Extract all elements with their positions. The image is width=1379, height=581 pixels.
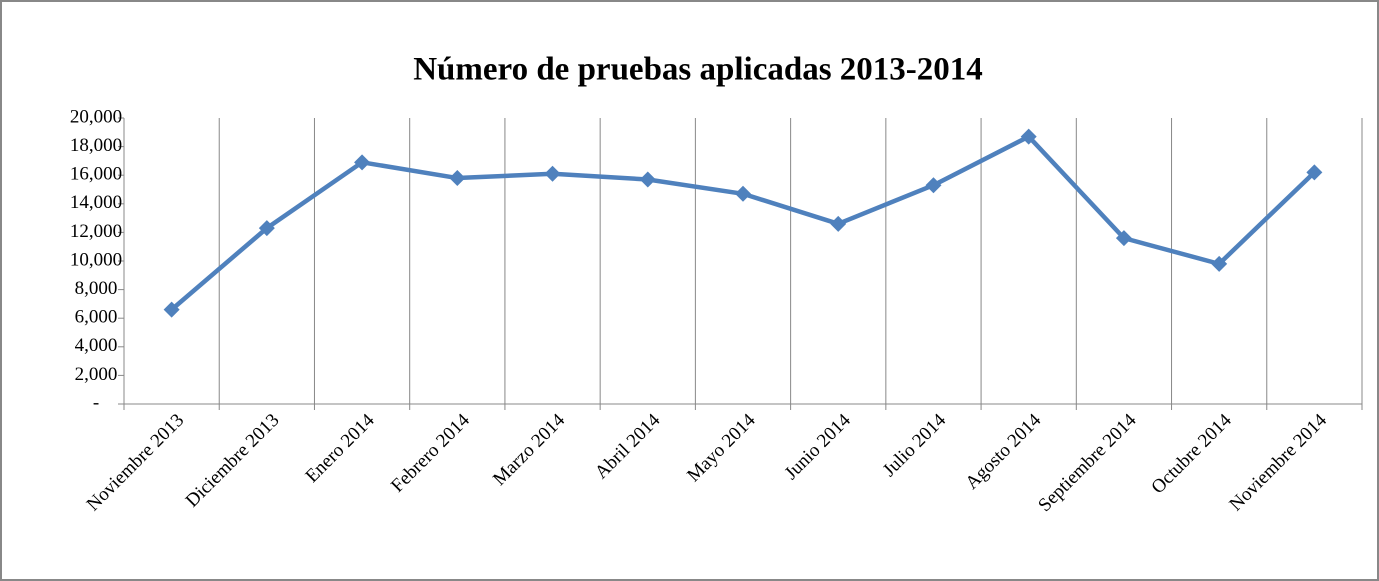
y-tick-label: - [93, 392, 99, 413]
y-tick-label: 2,000 [75, 364, 118, 385]
y-tick-label: 20,000 [70, 106, 122, 127]
y-tick-label: 18,000 [70, 135, 122, 156]
marker [639, 171, 656, 188]
y-tick-label: 6,000 [75, 307, 118, 328]
marker [925, 177, 942, 194]
marker [544, 165, 561, 182]
marker [354, 154, 371, 171]
marker [449, 170, 466, 187]
marker [830, 215, 847, 232]
marker [258, 220, 275, 237]
marker [1211, 255, 1228, 272]
marker [1115, 230, 1132, 247]
y-tick-label: 14,000 [70, 192, 122, 213]
chart-title: Número de pruebas aplicadas 2013-2014 [413, 52, 983, 88]
marker [735, 185, 751, 202]
marker [1020, 128, 1037, 145]
y-tick-label: 4,000 [75, 335, 118, 356]
marker [1306, 164, 1323, 181]
y-tick-label: 12,000 [70, 221, 122, 242]
marker [163, 301, 180, 318]
y-tick-label: 16,000 [70, 164, 122, 185]
y-tick-label: 10,000 [70, 249, 122, 270]
y-tick-label: 8,000 [75, 278, 118, 299]
